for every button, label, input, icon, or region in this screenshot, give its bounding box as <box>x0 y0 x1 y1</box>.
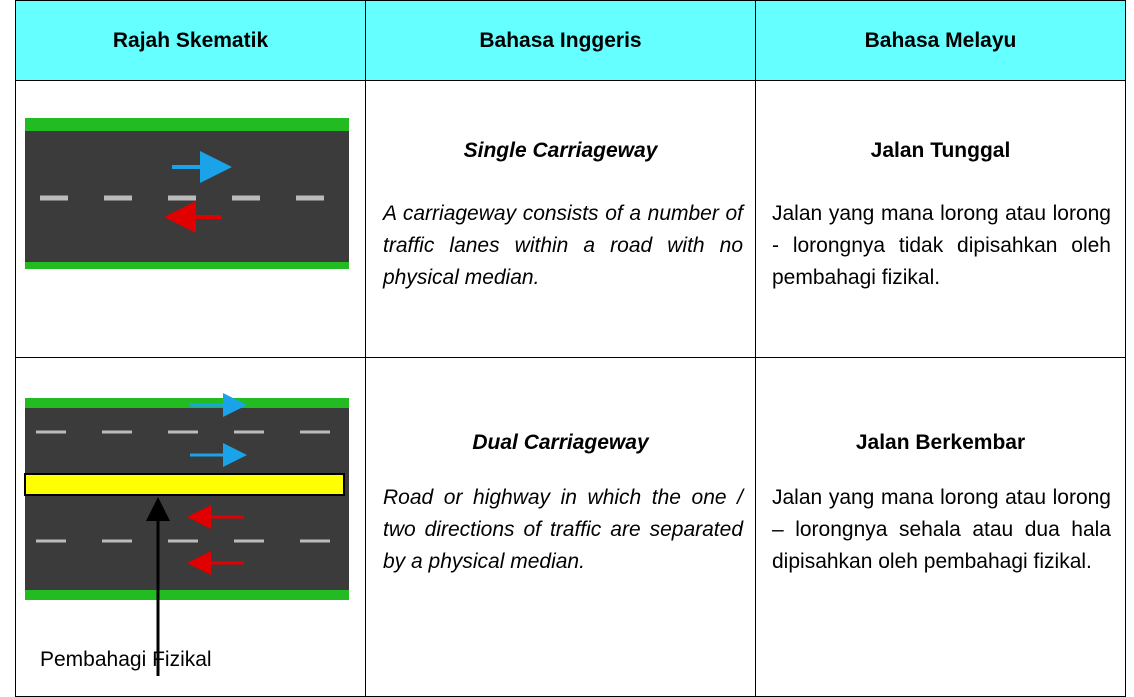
malay-title: Jalan Tunggal <box>870 139 1011 162</box>
cell <box>15 80 366 358</box>
english-text: Road or highway in which the one / two d… <box>383 486 743 573</box>
cell: Single Carriageway A carriageway consist… <box>365 80 756 358</box>
header-text: Bahasa Melayu <box>864 28 1017 52</box>
cell: Jalan Tunggal Jalan yang mana lorong ata… <box>755 80 1126 358</box>
header-text: Bahasa Inggeris <box>479 28 642 52</box>
english-text: A carriageway consists of a number of tr… <box>383 202 743 289</box>
header-cell: Bahasa Inggeris <box>365 0 756 81</box>
diagram-label: Pembahagi Fizikal <box>40 648 212 671</box>
english-title: Dual Carriageway <box>472 431 649 454</box>
malay-text: Jalan yang mana lorong atau lorong – lor… <box>772 486 1111 573</box>
header-cell: Bahasa Melayu <box>755 0 1126 81</box>
header-text: Rajah Skematik <box>112 28 269 52</box>
malay-text: Jalan yang mana lorong atau lorong - lor… <box>772 202 1111 289</box>
cell: Pembahagi Fizikal <box>15 357 366 697</box>
cell: Jalan Berkembar Jalan yang mana lorong a… <box>755 357 1126 697</box>
english-title: Single Carriageway <box>463 139 658 162</box>
malay-title: Jalan Berkembar <box>855 431 1026 454</box>
header-cell: Rajah Skematik <box>15 0 366 81</box>
cell: Dual Carriageway Road or highway in whic… <box>365 357 756 697</box>
